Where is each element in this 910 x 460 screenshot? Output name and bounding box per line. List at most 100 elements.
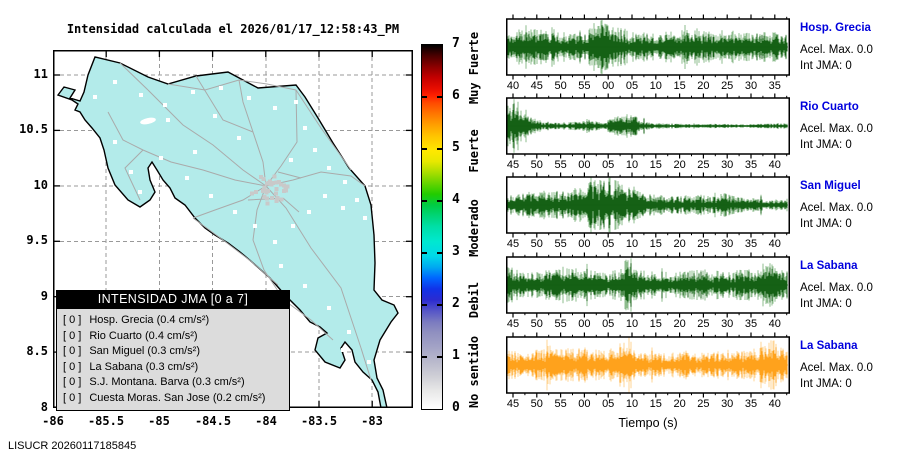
road-line: [295, 89, 352, 171]
seismogram-tick-labels: 45 50 55 00 05 10 15 20 25 30 35 40: [506, 159, 790, 171]
cluster-marker: [275, 197, 280, 202]
station-marker: [294, 100, 298, 104]
seismogram-tick-labels: 45 50 55 00 05 10 15 20 25 30 35 40: [506, 398, 790, 410]
station-marker: [279, 264, 283, 268]
station-marker: [355, 198, 359, 202]
station-marker: [247, 96, 251, 100]
seismogram-tick-label: 10: [625, 238, 639, 250]
seismogram-tick-label: 20: [697, 80, 710, 92]
colorbar-category-label: Muy Fuerte: [467, 31, 481, 105]
road-line: [124, 149, 144, 201]
station-marker: [327, 306, 331, 310]
road-line: [360, 347, 372, 381]
seismogram-tick-label: 05: [602, 159, 615, 171]
seismogram-tick-label: 40: [768, 159, 781, 171]
seismogram-tick-label: 25: [697, 159, 710, 171]
colorbar-tick: [422, 96, 427, 98]
station-marker: [113, 140, 117, 144]
seismogram-tick-label: 40: [768, 398, 781, 410]
seismogram-2: [506, 172, 790, 238]
station-marker: [93, 95, 97, 99]
station-name: La Sabana: [800, 260, 858, 272]
colorbar-category-label: Moderado: [467, 199, 481, 257]
seismogram-tick-label: 50: [530, 159, 543, 171]
seismogram-tick-label: 05: [602, 238, 615, 250]
station-int-jma: Int JMA: 0: [800, 60, 852, 72]
station-marker: [233, 210, 237, 214]
road-line: [265, 171, 366, 187]
station-marker: [159, 156, 163, 160]
seismogram-tick-label: 25: [721, 80, 734, 92]
seismogram-tick-label: 00: [578, 318, 591, 330]
colorbar-tick-label: 6: [452, 88, 460, 103]
colorbar-tick-label: 3: [452, 244, 460, 259]
lake: [140, 117, 156, 125]
station-marker: [343, 180, 347, 184]
seismogram-3: [506, 252, 790, 318]
seismogram-tick-label: 10: [625, 318, 639, 330]
map-x-tick-label: -83: [361, 414, 383, 428]
legend-row: [ 0 ] S.J. Montana. Barva (0.3 cm/s²): [63, 375, 285, 391]
station-marker: [303, 126, 307, 130]
road-line: [252, 185, 285, 301]
colorbar-tick: [422, 356, 427, 358]
road-line: [195, 75, 254, 133]
station-acel-max: Acel. Max. 0.0: [800, 362, 873, 374]
colorbar-tick-label: 0: [452, 400, 460, 415]
cluster-marker: [274, 186, 279, 191]
colorbar-tick: [422, 148, 427, 150]
legend-row-intensity: [ 0 ]: [63, 360, 82, 373]
seismogram-tick-label: 30: [721, 398, 734, 410]
road-line: [147, 89, 267, 187]
cluster-marker: [271, 181, 276, 186]
seismogram-tick-label: 15: [649, 318, 662, 330]
station-marker: [193, 150, 197, 154]
seismogram-tick-labels: 45 50 55 00 05 10 15 20 25 30 35 40: [506, 238, 790, 250]
colorbar-tick: [437, 200, 442, 202]
cluster-marker: [279, 182, 284, 187]
seismogram-tick-label: 10: [625, 398, 639, 410]
seismogram-tick-label: 35: [768, 80, 781, 92]
seismogram-tick-label: 35: [744, 238, 758, 250]
seismogram-1: [506, 93, 790, 159]
cluster-marker: [265, 196, 270, 201]
station-marker: [139, 93, 143, 97]
cluster-marker: [279, 197, 284, 202]
legend-row: [ 0 ] Cuesta Moras. San Jose (0.2 cm/s²): [63, 391, 285, 407]
seismogram-tick-label: 15: [649, 159, 662, 171]
colorbar-tick: [437, 304, 442, 306]
station-int-jma: Int JMA: 0: [800, 139, 852, 151]
legend-row: [ 0 ] Rio Cuarto (0.4 cm/s²): [63, 329, 285, 345]
station-marker: [323, 194, 327, 198]
seismogram-tick-label: 10: [649, 80, 662, 92]
intensity-legend: INTENSIDAD JMA [0 a 7] [ 0 ] Hosp. Grecia…: [56, 290, 290, 411]
legend-row-intensity: [ 0 ]: [63, 329, 82, 342]
seismogram-tick-label: 00: [578, 159, 591, 171]
seismogram-tick-label: 35: [744, 398, 758, 410]
legend-title: INTENSIDAD JMA [0 a 7]: [56, 290, 290, 309]
legend-row-station: Hosp. Grecia (0.4 cm/s²): [89, 314, 210, 326]
station-marker: [113, 80, 117, 84]
seismogram-tick-labels: 40 45 50 55 00 05 10 15 20 25 30 35: [506, 80, 790, 92]
cluster-marker: [253, 189, 258, 194]
cluster-marker: [274, 180, 279, 185]
seismogram-tick-label: 30: [721, 159, 734, 171]
legend-row-intensity: [ 0 ]: [63, 314, 82, 326]
colorbar-tick: [422, 200, 427, 202]
station-marker: [363, 216, 367, 220]
colorbar-tick-label: 4: [452, 192, 460, 207]
map-x-tick-label: -86: [42, 414, 64, 428]
seismogram-0: [506, 14, 790, 80]
cluster-marker: [262, 195, 267, 200]
cluster-marker: [266, 188, 271, 193]
cluster-marker: [262, 185, 267, 190]
road-line: [119, 62, 149, 91]
station-marker: [253, 224, 257, 228]
legend-row: [ 0 ] San Miguel (0.3 cm/s²): [63, 344, 285, 360]
colorbar-tick-label: 2: [452, 296, 460, 311]
seismogram-4: [506, 332, 790, 398]
station-acel-max: Acel. Max. 0.0: [800, 202, 873, 214]
legend-row-intensity: [ 0 ]: [63, 376, 82, 389]
seismogram-tick-label: 05: [602, 398, 615, 410]
